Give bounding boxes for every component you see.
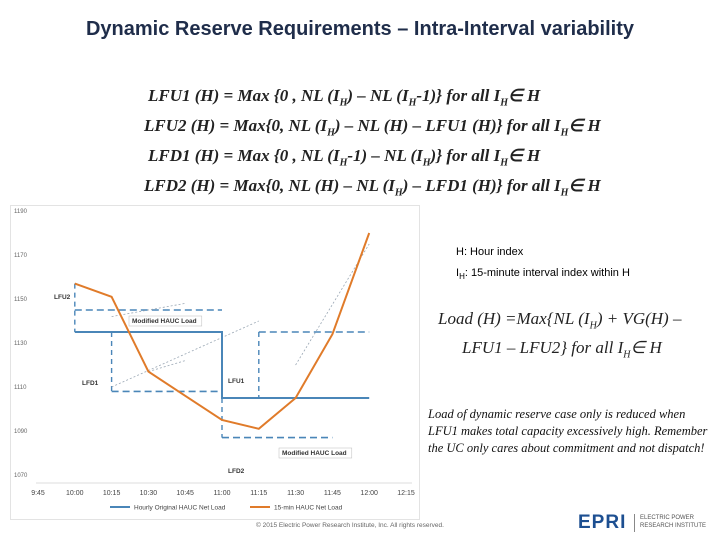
x-tick-label: 10:30 [140, 490, 158, 497]
chart-frame [10, 205, 420, 520]
equation-lfu1: LFU1 (H) = Max {0 , NL (IH) – NL (IH-1)}… [148, 86, 541, 109]
x-tick-label: 11:00 [214, 490, 231, 497]
y-tick-label: 1110 [14, 385, 27, 391]
logo-subtitle: ELECTRIC POWER RESEARCH INSTITUTE [640, 515, 707, 529]
annotation-label: Modified HAUC Load [282, 450, 347, 457]
x-tick-label: 10:45 [176, 490, 194, 497]
legend-label: 15-min HAUC Net Load [274, 505, 343, 512]
annotation-label: LFU1 [228, 378, 245, 385]
equation-lfd2: LFD2 (H) = Max{0, NL (H) – NL (IH) – LFD… [144, 176, 601, 199]
note-text: Load of dynamic reserve case only is red… [428, 407, 708, 455]
y-tick-label: 1090 [14, 429, 28, 435]
annotation-box [128, 315, 203, 327]
y-tick-label: 1070 [14, 473, 28, 479]
guide-arrow [148, 360, 186, 372]
x-tick-label: 12:00 [360, 490, 378, 497]
interval-index-label: IH: 15-minute interval index within H [456, 267, 630, 282]
annotation-label: LFU2 [54, 294, 71, 301]
annotation-box [278, 447, 353, 459]
legend-label: Hourly Original HAUC Net Load [134, 505, 226, 512]
x-tick-label: 11:15 [250, 490, 267, 497]
guide-arrow [111, 303, 186, 317]
annotation-label: Modified HAUC Load [132, 318, 197, 325]
y-tick-label: 1190 [14, 209, 28, 215]
interval-load-line [74, 232, 371, 430]
epri-logo: EPRI ELECTRIC POWER RESEARCH INSTITUTE [578, 512, 708, 534]
logo-divider [634, 514, 635, 532]
annotation-label: LFD1 [82, 380, 99, 387]
hour-index-label: H: Hour index [456, 246, 524, 258]
x-tick-label: 11:30 [287, 490, 304, 497]
equation-lfd1: LFD1 (H) = Max {0 , NL (IH-1) – NL (IH)}… [148, 146, 541, 169]
x-tick-label: 10:15 [103, 490, 121, 497]
load-equation: Load (H) =Max{NL (IH) + VG(H) – LFU1 – L… [438, 309, 682, 361]
y-tick-label: 1170 [14, 253, 28, 259]
y-tick-label: 1130 [14, 341, 28, 347]
copyright-footer: © 2015 Electric Power Research Institute… [256, 522, 444, 529]
equation-lfu2: LFU2 (H) = Max{0, NL (IH) – NL (H) – LFU… [144, 116, 601, 139]
slide-title: Dynamic Reserve Requirements – Intra-Int… [85, 18, 634, 40]
x-tick-label: 12:15 [397, 490, 415, 497]
annotation-label: LFD2 [228, 468, 245, 475]
x-tick-label: 11:45 [324, 490, 341, 497]
guide-arrow [111, 320, 259, 388]
x-tick-label: 10:00 [66, 490, 84, 497]
y-tick-label: 1150 [14, 297, 28, 303]
x-tick-label: 9:45 [31, 490, 45, 497]
logo-name: EPRI [578, 512, 627, 533]
net-load-chart: 1070 1090 1110 1130 1150 1170 1190 9:45 10:00 10:… [10, 205, 420, 520]
